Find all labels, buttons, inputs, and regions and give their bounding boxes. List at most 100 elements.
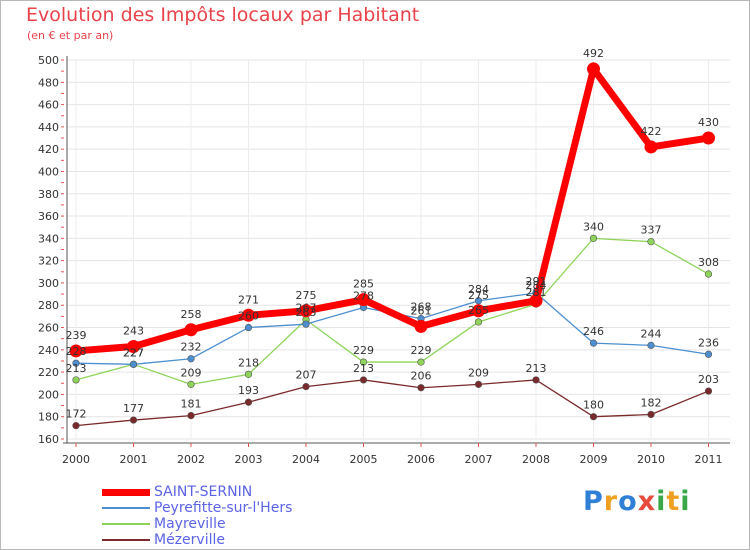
data-label: 177 <box>123 402 144 415</box>
logo-letter: x <box>637 486 657 517</box>
y-tick-label: 480 <box>38 76 59 89</box>
x-tick-label: 2003 <box>235 453 263 466</box>
logo-letter: o <box>618 486 638 517</box>
data-label: 213 <box>66 362 87 375</box>
data-label: 337 <box>641 224 662 237</box>
data-point <box>417 384 425 392</box>
data-point <box>414 319 428 333</box>
data-point <box>704 387 713 395</box>
series-line-m-zerville <box>75 379 710 427</box>
data-label: 203 <box>698 373 719 386</box>
data-label: 207 <box>296 369 317 382</box>
legend-swatch <box>102 539 150 541</box>
data-label: 271 <box>238 293 259 306</box>
data-point <box>589 413 598 421</box>
logo-letter: r <box>603 486 619 517</box>
data-point <box>299 304 313 318</box>
legend-label: Mézerville <box>154 532 225 548</box>
legend-swatch <box>102 489 150 496</box>
legend-label: SAINT-SERNIN <box>154 484 253 500</box>
data-point <box>474 318 483 326</box>
data-label: 268 <box>411 301 432 314</box>
x-tick-label: 2007 <box>465 453 493 466</box>
data-label: 180 <box>583 399 604 412</box>
data-point <box>69 344 83 358</box>
chart-subtitle: (en € et par an) <box>27 29 114 42</box>
legend-swatch <box>102 507 150 509</box>
data-point <box>244 323 253 332</box>
chart-title: Evolution des Impôts locaux par Habitant <box>26 4 420 26</box>
data-label: 258 <box>181 308 202 321</box>
y-tick-label: 360 <box>38 210 59 223</box>
data-label: 172 <box>66 408 87 421</box>
data-label: 193 <box>238 384 259 397</box>
y-tick-label: 200 <box>38 388 59 401</box>
y-tick-label: 240 <box>38 344 59 357</box>
y-tick-label: 260 <box>38 322 59 335</box>
data-label: 232 <box>181 341 202 354</box>
data-point <box>357 293 370 307</box>
x-tick-label: 2010 <box>637 453 665 466</box>
data-point <box>647 238 655 246</box>
x-tick-label: 2002 <box>177 453 205 466</box>
data-point <box>244 370 253 378</box>
data-label: 261 <box>411 304 432 317</box>
y-tick-label: 160 <box>38 433 59 446</box>
series-line-peyrefitte-sur-l-hers <box>75 292 710 365</box>
data-label: 209 <box>468 366 489 379</box>
logo-letter: i <box>680 486 691 517</box>
legend-label: Peyrefitte-sur-l'Hers <box>154 500 293 516</box>
logo-letter: i <box>656 486 667 517</box>
data-point <box>644 140 658 154</box>
data-point <box>359 358 368 366</box>
data-point <box>587 62 600 76</box>
data-point <box>187 380 195 388</box>
y-tick-label: 420 <box>38 143 59 156</box>
data-label: 236 <box>698 336 719 349</box>
data-label: 243 <box>123 324 144 337</box>
data-label: 263 <box>296 306 317 319</box>
y-tick-label: 320 <box>38 255 59 268</box>
data-label: 275 <box>468 289 489 302</box>
logo-letter: t <box>666 486 681 517</box>
data-label: 265 <box>468 304 489 317</box>
data-point <box>359 376 368 384</box>
data-label: 239 <box>66 329 87 342</box>
proxiti-logo: Proxiti <box>583 486 691 517</box>
data-label: 340 <box>583 220 604 233</box>
x-tick-label: 2011 <box>695 453 723 466</box>
y-tick-label: 180 <box>38 411 59 424</box>
data-label: 246 <box>583 325 604 338</box>
data-label: 278 <box>353 289 374 302</box>
data-point <box>702 131 715 145</box>
data-point <box>474 380 483 388</box>
x-tick-label: 2004 <box>292 453 320 466</box>
data-point <box>129 416 138 424</box>
y-tick-label: 300 <box>38 277 59 290</box>
data-point <box>532 376 540 384</box>
data-label: 228 <box>66 345 87 358</box>
data-point <box>704 350 713 358</box>
data-label: 218 <box>238 356 259 369</box>
y-tick-label: 220 <box>38 366 59 379</box>
data-point <box>589 234 598 242</box>
data-label: 182 <box>641 396 662 409</box>
data-label: 229 <box>353 344 374 357</box>
data-label: 422 <box>641 125 662 138</box>
x-tick-label: 2008 <box>522 453 550 466</box>
data-point <box>72 376 80 384</box>
y-tick-label: 380 <box>38 188 59 201</box>
data-label: 285 <box>353 278 374 291</box>
y-tick-label: 280 <box>38 299 59 312</box>
data-point <box>472 304 485 318</box>
data-point <box>704 270 713 278</box>
data-label: 291 <box>526 275 547 288</box>
data-point <box>72 359 80 367</box>
data-label: 308 <box>698 256 719 269</box>
data-point <box>127 339 140 353</box>
data-label: 244 <box>641 327 662 340</box>
x-tick-label: 2009 <box>580 453 608 466</box>
data-point <box>589 339 598 347</box>
